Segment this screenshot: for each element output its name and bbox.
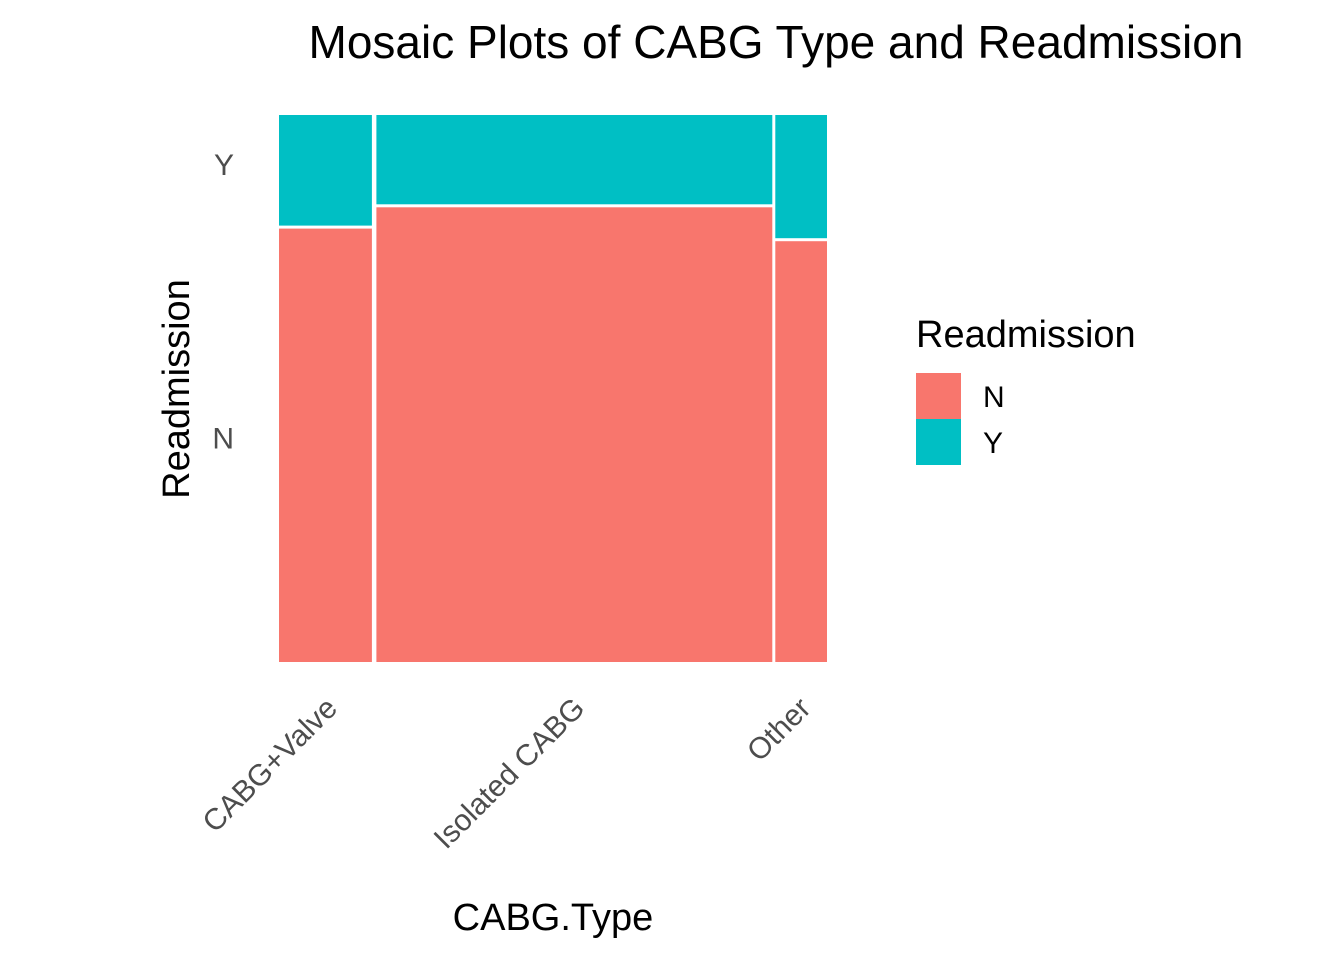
y-axis-ticks: YN	[212, 149, 234, 456]
y-tick-y: Y	[214, 149, 234, 182]
tile-isolated-cabg-n	[376, 207, 773, 663]
tile-other-y	[775, 115, 827, 239]
legend-label-n: N	[983, 381, 1005, 414]
legend-label-y: Y	[983, 427, 1003, 460]
x-axis-title: CABG.Type	[453, 897, 654, 939]
x-tick-other: Other	[741, 692, 817, 768]
legend-title: Readmission	[916, 314, 1136, 356]
tile-cabg-valve-y	[279, 115, 372, 226]
chart-title: Mosaic Plots of CABG Type and Readmissio…	[309, 16, 1244, 68]
x-tick-cabg-valve: CABG+Valve	[197, 692, 344, 839]
tile-other-n	[775, 241, 827, 662]
y-tick-n: N	[212, 422, 234, 455]
legend-key-n	[916, 373, 961, 419]
tile-cabg-valve-n	[279, 228, 372, 662]
tile-isolated-cabg-y	[376, 115, 773, 205]
x-axis-ticks: CABG+Valve Isolated CABG Other	[197, 692, 818, 856]
y-axis-title: Readmission	[156, 279, 198, 499]
x-tick-isolated-cabg: Isolated CABG	[428, 692, 592, 856]
legend: Readmission NY	[916, 314, 1136, 465]
mosaic-tiles	[279, 115, 827, 663]
legend-key-y	[916, 419, 961, 465]
